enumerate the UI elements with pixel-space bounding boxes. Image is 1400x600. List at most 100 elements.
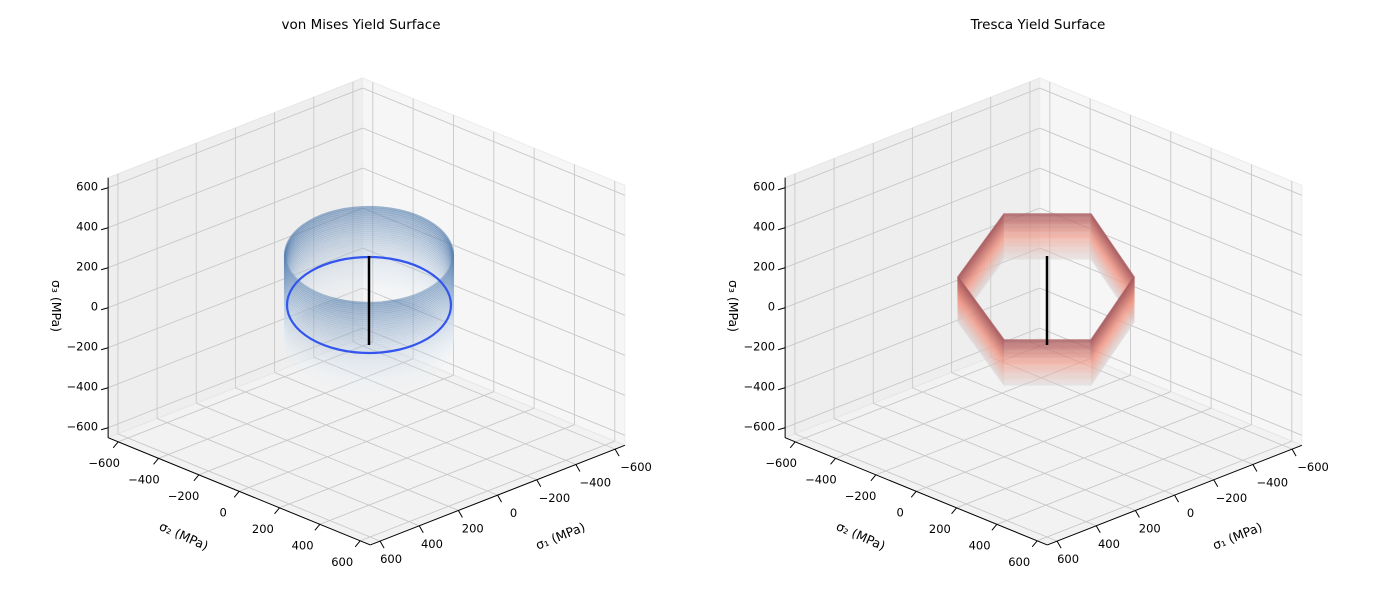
surface-slice [957, 258, 1135, 386]
yield-surface [957, 213, 1135, 386]
z-tick-label: 400 [753, 220, 775, 234]
surface-slice [957, 247, 1135, 376]
x-tick [457, 510, 463, 518]
gridline [784, 167, 1040, 269]
y-tick-label: 600 [331, 555, 353, 569]
surface-slice [957, 252, 1135, 381]
x-tick-label: 0 [1187, 506, 1194, 520]
z-tick-label: 200 [76, 260, 98, 274]
y-tick [112, 441, 119, 449]
x-tick [1291, 448, 1297, 457]
surface-slice [283, 250, 455, 350]
gridline [239, 391, 494, 492]
surface-slice [283, 248, 455, 348]
gridline [107, 127, 363, 229]
gridline [956, 407, 1212, 509]
y-tick [789, 441, 796, 449]
y-tick [153, 458, 159, 465]
tresca-plot: −600 −600 −600 −400 −400 −400 −200 −200 −200 0 0 0 2… [726, 17, 1329, 569]
y-axis-line [784, 437, 1048, 546]
surface-slice [957, 246, 1135, 375]
surface-slice [957, 213, 1135, 341]
y-axis-line [107, 437, 371, 546]
y-tick-label: 400 [969, 538, 991, 552]
x-tick-label: 600 [1057, 552, 1079, 566]
z-tick-label: 0 [91, 300, 98, 314]
surface-slice [283, 252, 455, 352]
surface-slice [957, 253, 1135, 382]
z-tick [777, 227, 786, 231]
z-axis-label: σ₃ (MPa) [49, 280, 64, 332]
y-tick-label: 200 [929, 522, 951, 536]
z-tick [100, 307, 109, 311]
x-tick [1213, 479, 1219, 488]
y-tick [951, 507, 957, 515]
x-axis-label: σ₁ (MPa) [533, 519, 587, 552]
x-axis-label: σ₁ (MPa) [1210, 519, 1264, 552]
y-tick [910, 491, 917, 498]
y-tick-label: 400 [292, 538, 314, 552]
y-tick-label: −200 [168, 489, 200, 503]
gridline [784, 87, 1040, 189]
chart-title: Tresca Yield Surface [970, 17, 1106, 33]
z-tick [100, 347, 109, 351]
gridline [784, 127, 1040, 229]
x-tick-label: 400 [421, 537, 443, 551]
gridline [362, 87, 626, 196]
y-tick-label: −400 [805, 472, 837, 486]
x-tick-label: −400 [1256, 475, 1288, 489]
y-tick [991, 524, 998, 531]
chart-title: von Mises Yield Surface [281, 17, 440, 33]
gridline [319, 424, 575, 525]
y-tick-label: −600 [765, 456, 797, 470]
x-tick-label: 600 [380, 552, 402, 566]
gridline [362, 127, 626, 236]
y-tick [193, 474, 200, 482]
x-axis-line [370, 444, 626, 546]
z-tick [777, 187, 786, 191]
z-tick [777, 307, 786, 311]
gridline [362, 207, 626, 316]
z-axis-label: σ₃ (MPa) [726, 280, 741, 332]
x-tick-label: 0 [510, 506, 517, 520]
y-tick-label: 0 [897, 505, 904, 519]
y-tick-label: −600 [88, 456, 120, 470]
surface-slice [283, 254, 455, 353]
x-tick [1095, 525, 1101, 534]
y-tick [354, 540, 361, 548]
x-tick [536, 479, 542, 488]
gridline [996, 424, 1252, 525]
z-tick-label: 600 [753, 180, 775, 194]
z-tick-label: −400 [744, 380, 776, 394]
gridline [1039, 127, 1303, 236]
gridline [196, 402, 459, 511]
y-tick [1031, 540, 1038, 548]
surface-slice [957, 251, 1135, 379]
z-tick-label: −600 [67, 420, 99, 434]
y-tick-label: 200 [252, 522, 274, 536]
x-tick [1056, 540, 1062, 549]
gridline [117, 433, 381, 542]
gridline [1037, 440, 1292, 542]
y-tick-label: 0 [220, 505, 227, 519]
gridline [916, 391, 1171, 492]
z-tick [100, 187, 109, 191]
z-tick-label: −200 [744, 340, 776, 354]
gridline [873, 402, 1136, 511]
z-tick-label: −600 [744, 420, 776, 434]
z-tick [777, 427, 786, 431]
z-tick [100, 267, 109, 271]
x-tick [614, 448, 620, 457]
gridline [362, 167, 626, 276]
gridline [156, 418, 420, 527]
surface-slice [957, 254, 1135, 383]
surface-slice [957, 250, 1135, 378]
gridline [360, 440, 615, 542]
z-tick [100, 387, 109, 391]
y-tick [233, 491, 240, 498]
gridline [107, 167, 363, 269]
surface-slice [957, 255, 1135, 384]
von-mises-plot: −600 −600 −600 −400 −400 −400 −200 −200 −200 0 0 0 2… [49, 17, 652, 569]
gridline [794, 433, 1058, 542]
